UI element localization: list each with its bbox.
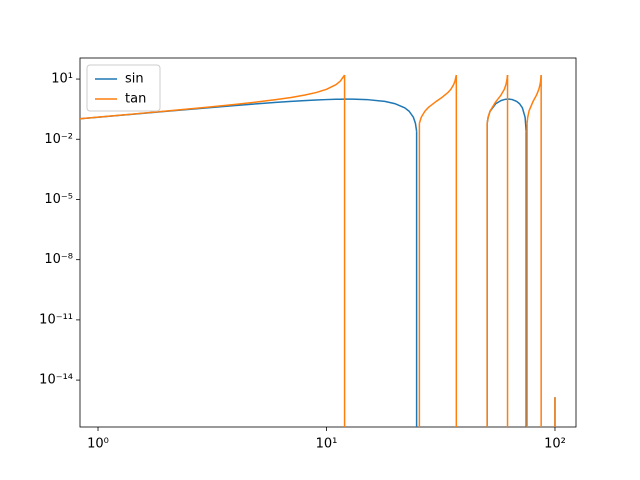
legend-label: tan [125, 92, 146, 107]
legend-box [86, 64, 161, 112]
x-tick-label: 10⁰ [87, 437, 109, 452]
x-tick-label: 10² [544, 437, 566, 452]
y-tick-label: 10⁻² [44, 132, 73, 147]
y-tick-label: 10⁻⁵ [44, 192, 73, 207]
x-tick-label: 10¹ [316, 437, 338, 452]
y-tick-label: 10⁻⁸ [44, 252, 73, 267]
axes-frame [79, 57, 577, 428]
y-tick-label: 10⁻¹⁴ [39, 373, 73, 388]
y-tick-label: 10⁻¹¹ [39, 312, 73, 327]
plot-area [76, 75, 555, 427]
legend-label: sin [125, 72, 144, 87]
y-tick-label: 10¹ [51, 72, 73, 87]
